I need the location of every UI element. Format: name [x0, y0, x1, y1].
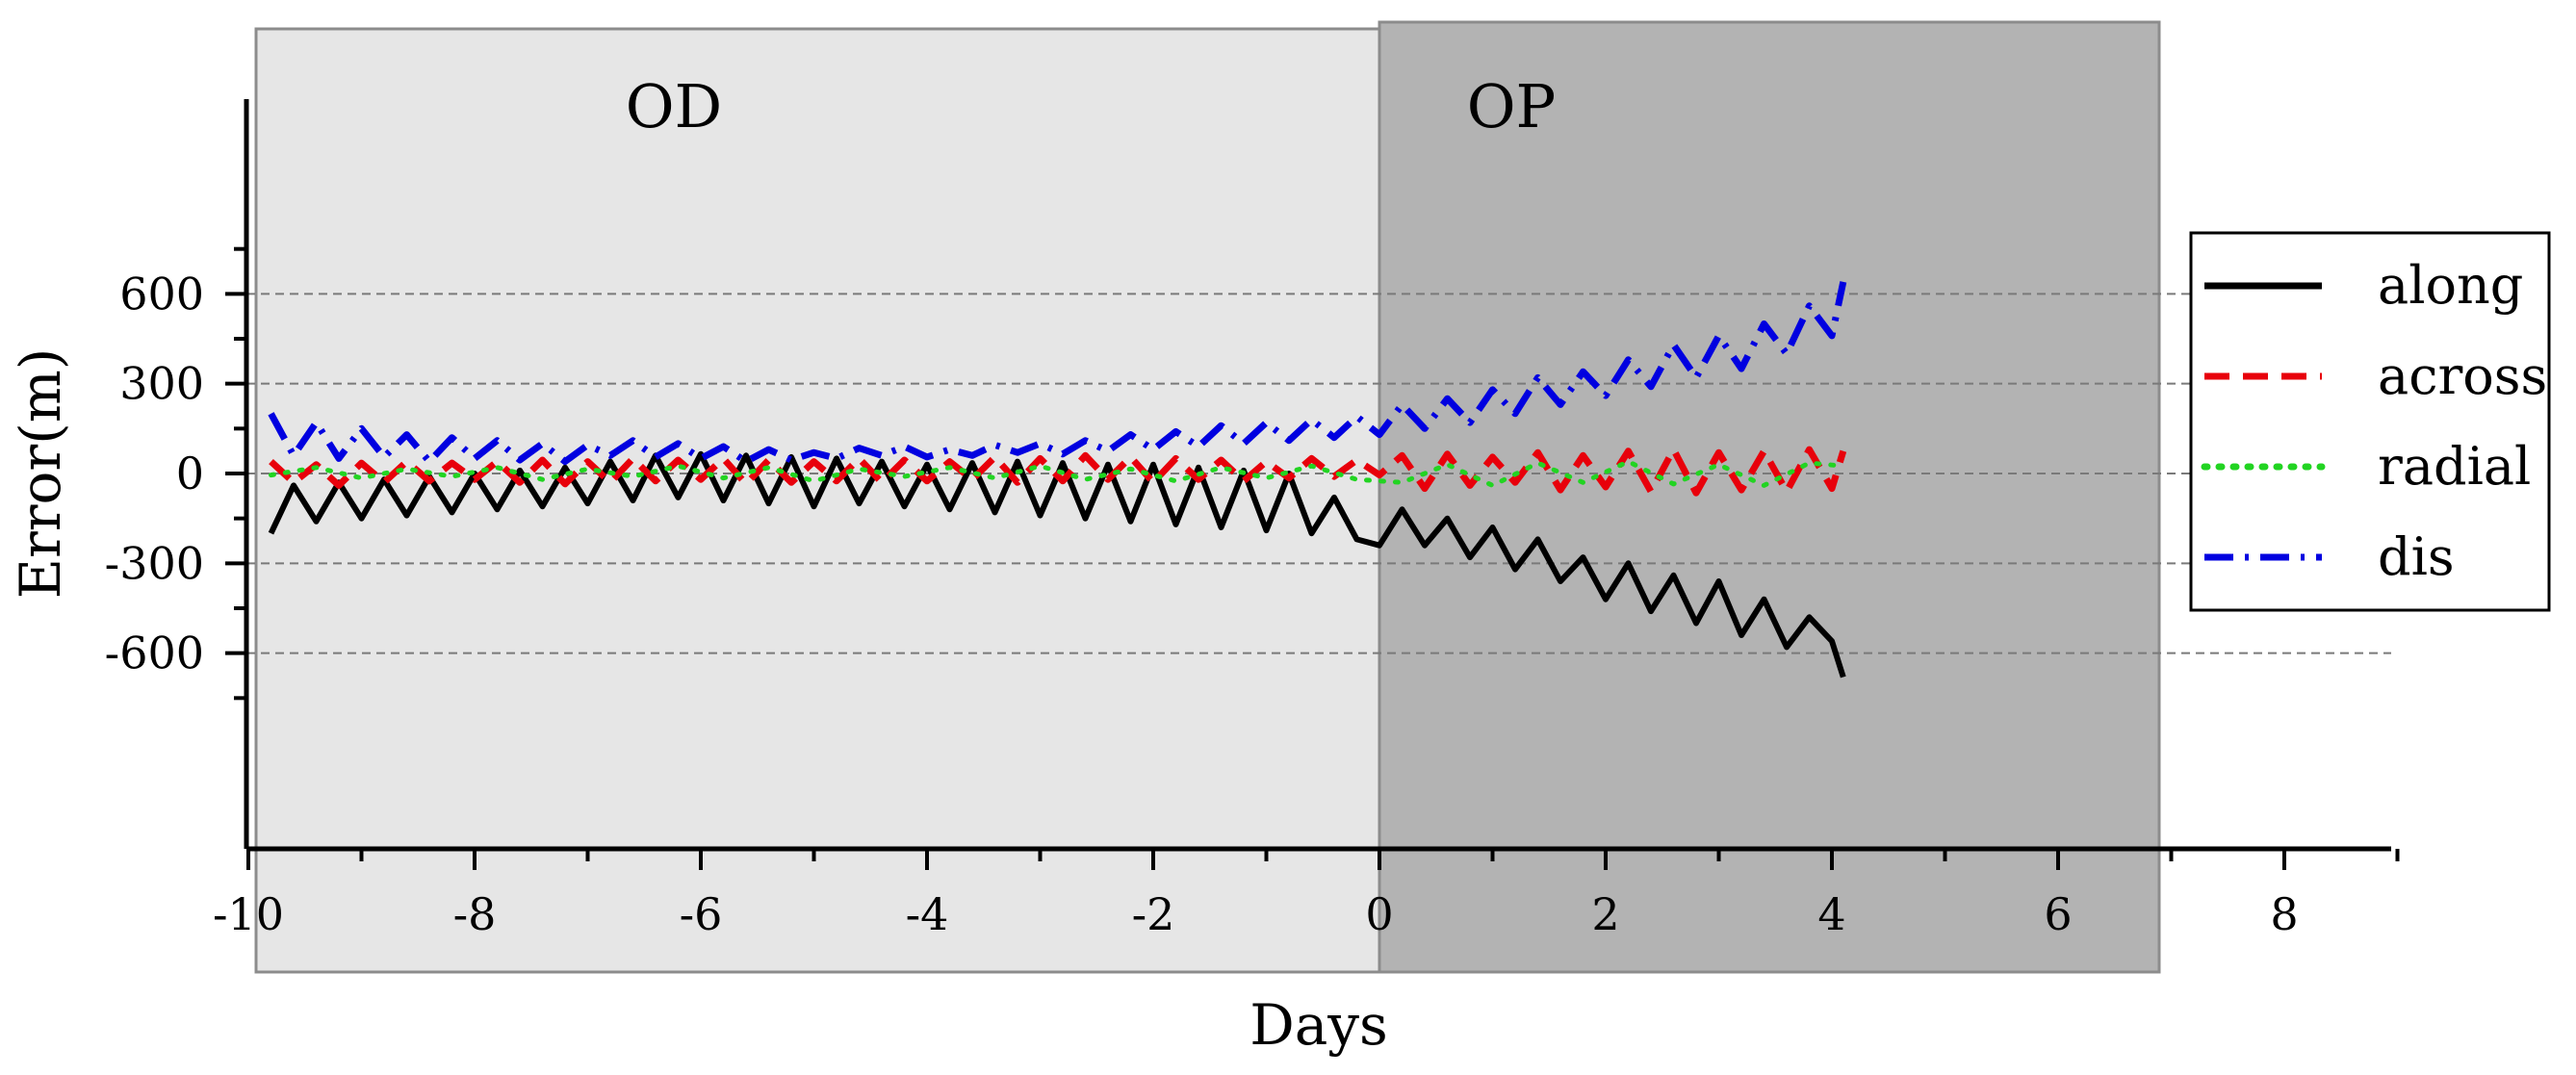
x-tick-label: 2	[1591, 888, 1619, 940]
region-op	[1378, 20, 2161, 974]
legend-label-dis: dis	[2378, 526, 2455, 587]
legend-label-radial: radial	[2378, 436, 2531, 497]
y-tick-label: -300	[105, 537, 204, 589]
legend-label-across: across	[2378, 346, 2547, 406]
x-tick-label: 6	[2044, 888, 2072, 940]
x-tick-label: 8	[2270, 888, 2298, 940]
x-tick-label: -6	[680, 888, 723, 940]
gridlines	[246, 293, 2391, 654]
legend-box	[2189, 231, 2551, 612]
x-axis-title: Days	[1249, 992, 1388, 1058]
series-layer	[268, 281, 1847, 678]
x-tick-label: 4	[1817, 888, 1845, 940]
x-tick-label: -2	[1132, 888, 1175, 940]
x-tick-label: -8	[453, 888, 497, 940]
y-tick-label: 300	[119, 358, 204, 410]
legend-label-along: along	[2378, 255, 2523, 316]
series-line-radial	[269, 459, 1846, 488]
y-axis-title: Error(m)	[8, 348, 73, 600]
y-tick-label: -600	[105, 627, 204, 679]
series-line-along	[268, 450, 1846, 678]
legend: along across radial dis	[2189, 231, 2551, 612]
ticks	[225, 246, 2400, 870]
x-tick-label: 0	[1365, 888, 1393, 940]
region-label-od: OD	[626, 71, 723, 141]
y-tick-label: 600	[119, 268, 204, 320]
series-line-across	[269, 446, 1847, 497]
region-label-op: OP	[1467, 71, 1557, 141]
x-tick-label: -10	[213, 888, 284, 940]
y-tick-label: 0	[176, 448, 204, 499]
legend-items: along across radial dis	[2201, 255, 2547, 587]
tick-labels: -10 -8 -6 -4 -2 0 2 4 6 8 -600 -300 0 300 600	[105, 268, 2299, 940]
series-line-dis	[268, 281, 1847, 466]
x-tick-label: -4	[906, 888, 949, 940]
